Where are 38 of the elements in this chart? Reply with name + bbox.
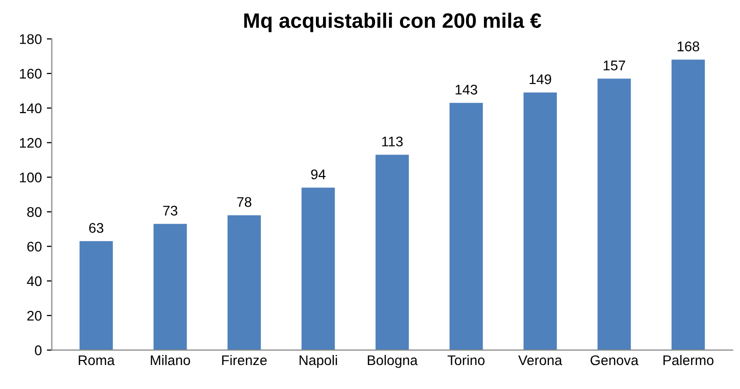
data-label: 94 bbox=[311, 169, 326, 180]
x-tick-label: Palermo bbox=[663, 354, 714, 366]
x-tick-label: Genova bbox=[590, 355, 639, 366]
x-tick-label: Napoli bbox=[300, 354, 337, 368]
bar bbox=[228, 215, 261, 350]
y-tick-label: 140 bbox=[20, 103, 42, 114]
y-tick-label: 20 bbox=[27, 310, 42, 321]
bar bbox=[154, 224, 187, 350]
y-tick-label: 80 bbox=[27, 207, 42, 217]
y-tick-label: 180 bbox=[20, 34, 42, 44]
data-label: 168 bbox=[678, 42, 700, 52]
y-tick-label: 120 bbox=[20, 138, 42, 148]
x-tick-label: Bologna bbox=[368, 354, 418, 368]
x-tick-label: Milano bbox=[150, 354, 190, 366]
chart-title: Mq acquistabili con 200 mila € bbox=[244, 12, 542, 32]
bar bbox=[672, 60, 705, 350]
bar bbox=[376, 154, 409, 350]
bar bbox=[80, 241, 113, 350]
data-label: 157 bbox=[604, 60, 626, 70]
y-tick-label: 0 bbox=[34, 345, 42, 356]
data-label: 143 bbox=[456, 84, 478, 95]
data-label: 73 bbox=[163, 206, 178, 216]
y-tick-label: 160 bbox=[20, 68, 42, 79]
x-tick-label: Torino bbox=[448, 354, 485, 366]
y-tick-label: 40 bbox=[26, 276, 42, 286]
bar bbox=[450, 102, 483, 350]
data-label: 63 bbox=[89, 223, 104, 233]
x-tick-label: Firenze bbox=[222, 354, 267, 366]
bar bbox=[524, 92, 557, 350]
bar bbox=[598, 78, 631, 350]
x-tick-label: Roma bbox=[78, 355, 115, 366]
data-label: 113 bbox=[382, 136, 403, 146]
data-label: 149 bbox=[530, 74, 552, 84]
data-label: 78 bbox=[237, 197, 252, 207]
x-tick-label: Verona bbox=[518, 355, 562, 366]
y-tick-label: 60 bbox=[27, 242, 42, 252]
y-tick-label: 100 bbox=[20, 172, 42, 182]
bar bbox=[302, 188, 335, 350]
